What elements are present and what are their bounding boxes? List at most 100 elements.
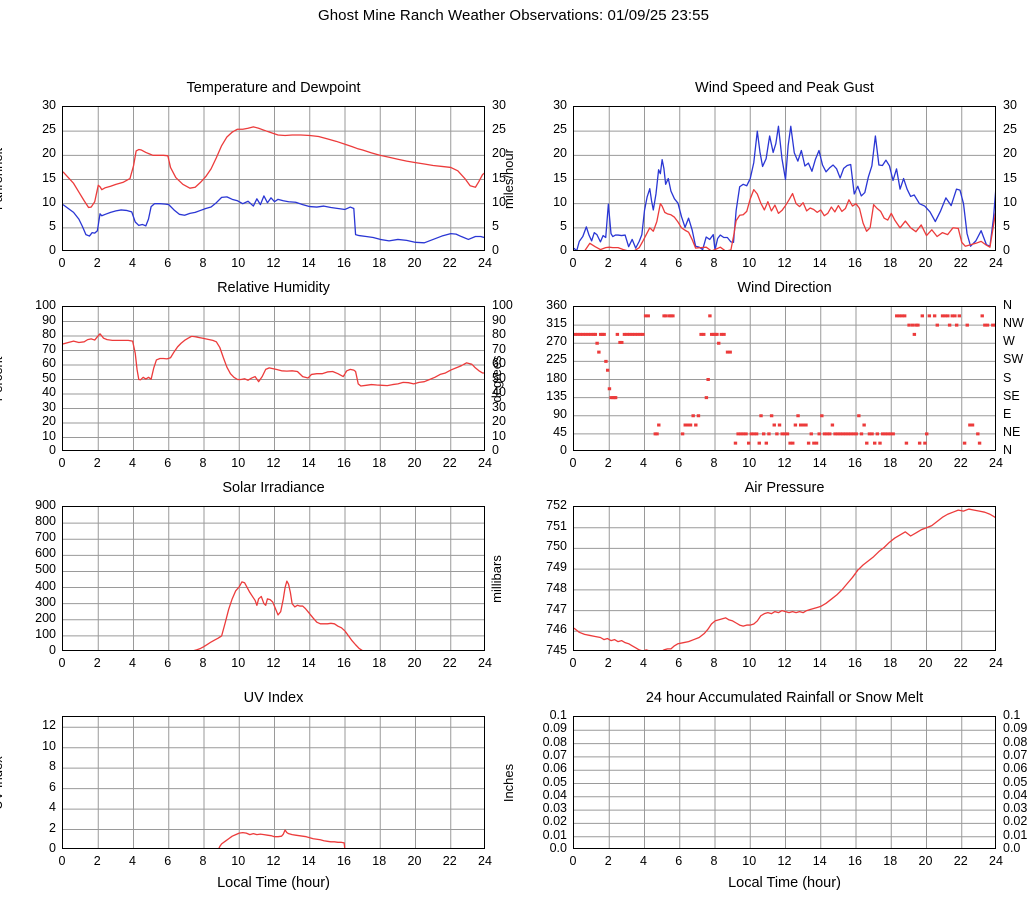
xtick-accumulated-rainfall: 16 [848,854,862,868]
xtick-wind-speed-gust: 16 [848,256,862,270]
ytick-left-accumulated-rainfall: 0.04 [542,787,567,802]
ytick-right-relative-humidity: 100 [492,298,513,312]
ytick-left-air-pressure: 747 [546,601,567,616]
xtick-uv-index: 18 [372,854,387,868]
ytick-right-wind-direction: NW [1003,316,1024,331]
ytick-right-accumulated-rainfall: 0.07 [1003,747,1027,762]
xtick-uv-index: 6 [164,854,172,868]
ytick-right-temperature-dewpoint: 5 [492,218,499,233]
plot-svg-solar-irradiance [63,507,484,650]
chart-panel-wind-speed-gust: Wind Speed and Peak Gust 0 5 10 15 20 25 30 0 5 10… [0,24,1027,902]
xtick-relative-humidity: 4 [129,456,136,470]
xtick-air-pressure: 16 [848,656,862,670]
xtick-temperature-dewpoint: 2 [93,256,101,270]
xtick-solar-irradiance: 14 [301,656,316,670]
plot-svg-wind-speed-gust [574,107,995,250]
xtick-accumulated-rainfall: 2 [604,854,612,868]
plot-area-solar-irradiance [62,506,485,651]
xtick-uv-index: 4 [129,854,136,868]
ytick-right-accumulated-rainfall: 0.06 [1003,761,1027,776]
xtick-accumulated-rainfall: 24 [989,854,1003,868]
ytick-left-solar-irradiance: 100 [35,626,56,641]
ytick-left-wind-direction: 45 [553,424,567,439]
ytick-left-wind-speed-gust: 25 [553,122,567,137]
ytick-left-solar-irradiance: 0 [49,643,56,657]
xtick-air-pressure: 24 [989,656,1003,670]
xtick-air-pressure: 10 [742,656,757,670]
ytick-left-uv-index: 4 [49,800,56,815]
xtick-wind-direction: 20 [918,456,933,470]
xtick-accumulated-rainfall: 8 [710,854,718,868]
ytick-left-air-pressure: 752 [546,498,567,512]
xtick-wind-speed-gust: 20 [918,256,933,270]
xtick-relative-humidity: 12 [266,456,281,470]
charts-grid: Temperature and Dewpoint 0 5 10 15 20 25 30 0 5 10… [0,24,1027,891]
plot-svg-air-pressure [574,507,995,650]
xtick-uv-index: 24 [478,854,492,868]
xtick-temperature-dewpoint: 0 [58,256,66,270]
chart-title-temperature-dewpoint: Temperature and Dewpoint [186,80,361,96]
ytick-left-accumulated-rainfall: 0.07 [542,747,567,762]
ytick-left-accumulated-rainfall: 0.03 [542,801,567,816]
ytick-left-temperature-dewpoint: 10 [42,194,56,209]
xtick-temperature-dewpoint: 6 [164,256,172,270]
chart-title-uv-index: UV Index [243,690,304,706]
xtick-wind-direction: 24 [989,456,1003,470]
chart-panel-accumulated-rainfall: 24 hour Accumulated Rainfall or Snow Mel… [0,24,1027,902]
ytick-left-uv-index: 6 [49,779,56,794]
ytick-left-relative-humidity: 80 [42,327,56,341]
xtick-solar-irradiance: 22 [442,656,457,670]
xtick-solar-irradiance: 4 [129,656,136,670]
xtick-accumulated-rainfall: 0 [569,854,577,868]
ytick-right-wind-direction: NE [1003,424,1021,439]
xtick-uv-index: 16 [337,854,351,868]
xtick-relative-humidity: 20 [407,456,422,470]
ytick-left-solar-irradiance: 700 [35,530,56,545]
plot-svg-relative-humidity [63,307,484,450]
plot-svg-accumulated-rainfall [574,717,995,848]
ytick-right-temperature-dewpoint: 25 [492,122,506,137]
ytick-left-accumulated-rainfall: 0.0 [549,841,567,855]
ytick-right-relative-humidity: 20 [492,414,506,428]
ytick-right-accumulated-rainfall: 0.01 [1003,827,1027,842]
xtick-temperature-dewpoint: 10 [231,256,246,270]
xtick-relative-humidity: 2 [93,456,101,470]
ytick-left-wind-speed-gust: 0 [560,243,567,257]
ytick-right-accumulated-rainfall: 0.1 [1003,708,1021,722]
xtick-uv-index: 8 [199,854,207,868]
xtick-air-pressure: 8 [710,656,718,670]
ytick-right-relative-humidity: 0 [492,443,499,457]
ytick-left-wind-direction: 0 [560,443,567,457]
ytick-left-wind-speed-gust: 30 [553,98,567,112]
chart-panel-uv-index: UV Index 0 2 4 6 8 10 12 0 2 4 6 8 10 12 14 16 18 20 22 24 UV… [0,24,1027,902]
xtick-uv-index: 10 [231,854,246,868]
x-axis-label-accumulated-rainfall: Local Time (hour) [728,875,841,891]
xtick-wind-speed-gust: 8 [710,256,718,270]
xtick-wind-direction: 10 [742,456,757,470]
xtick-air-pressure: 20 [918,656,933,670]
xtick-relative-humidity: 18 [372,456,387,470]
ytick-left-solar-irradiance: 200 [35,610,56,625]
xtick-solar-irradiance: 10 [231,656,246,670]
ytick-left-uv-index: 12 [42,718,56,733]
xtick-wind-speed-gust: 12 [777,256,792,270]
xtick-relative-humidity: 0 [58,456,66,470]
xtick-temperature-dewpoint: 18 [372,256,387,270]
ytick-left-relative-humidity: 70 [42,341,56,356]
plot-area-temperature-dewpoint [62,106,485,251]
chart-title-air-pressure: Air Pressure [744,480,825,496]
xtick-air-pressure: 14 [812,656,827,670]
ytick-right-wind-speed-gust: 30 [1003,98,1017,112]
ytick-left-wind-direction: 225 [546,352,567,367]
xtick-relative-humidity: 22 [442,456,457,470]
ytick-right-wind-direction: E [1003,406,1012,421]
chart-panel-wind-direction: Wind Direction 0 45 90 135 180 225 270 315 360 N NE… [0,24,1027,902]
xtick-wind-speed-gust: 0 [569,256,577,270]
ytick-left-temperature-dewpoint: 20 [42,146,56,161]
ytick-left-accumulated-rainfall: 0.02 [542,814,567,829]
ytick-left-air-pressure: 751 [546,518,567,533]
ytick-right-wind-speed-gust: 25 [1003,122,1017,137]
ytick-left-relative-humidity: 30 [42,399,56,414]
xtick-solar-irradiance: 6 [164,656,172,670]
ytick-right-wind-speed-gust: 20 [1003,146,1017,161]
